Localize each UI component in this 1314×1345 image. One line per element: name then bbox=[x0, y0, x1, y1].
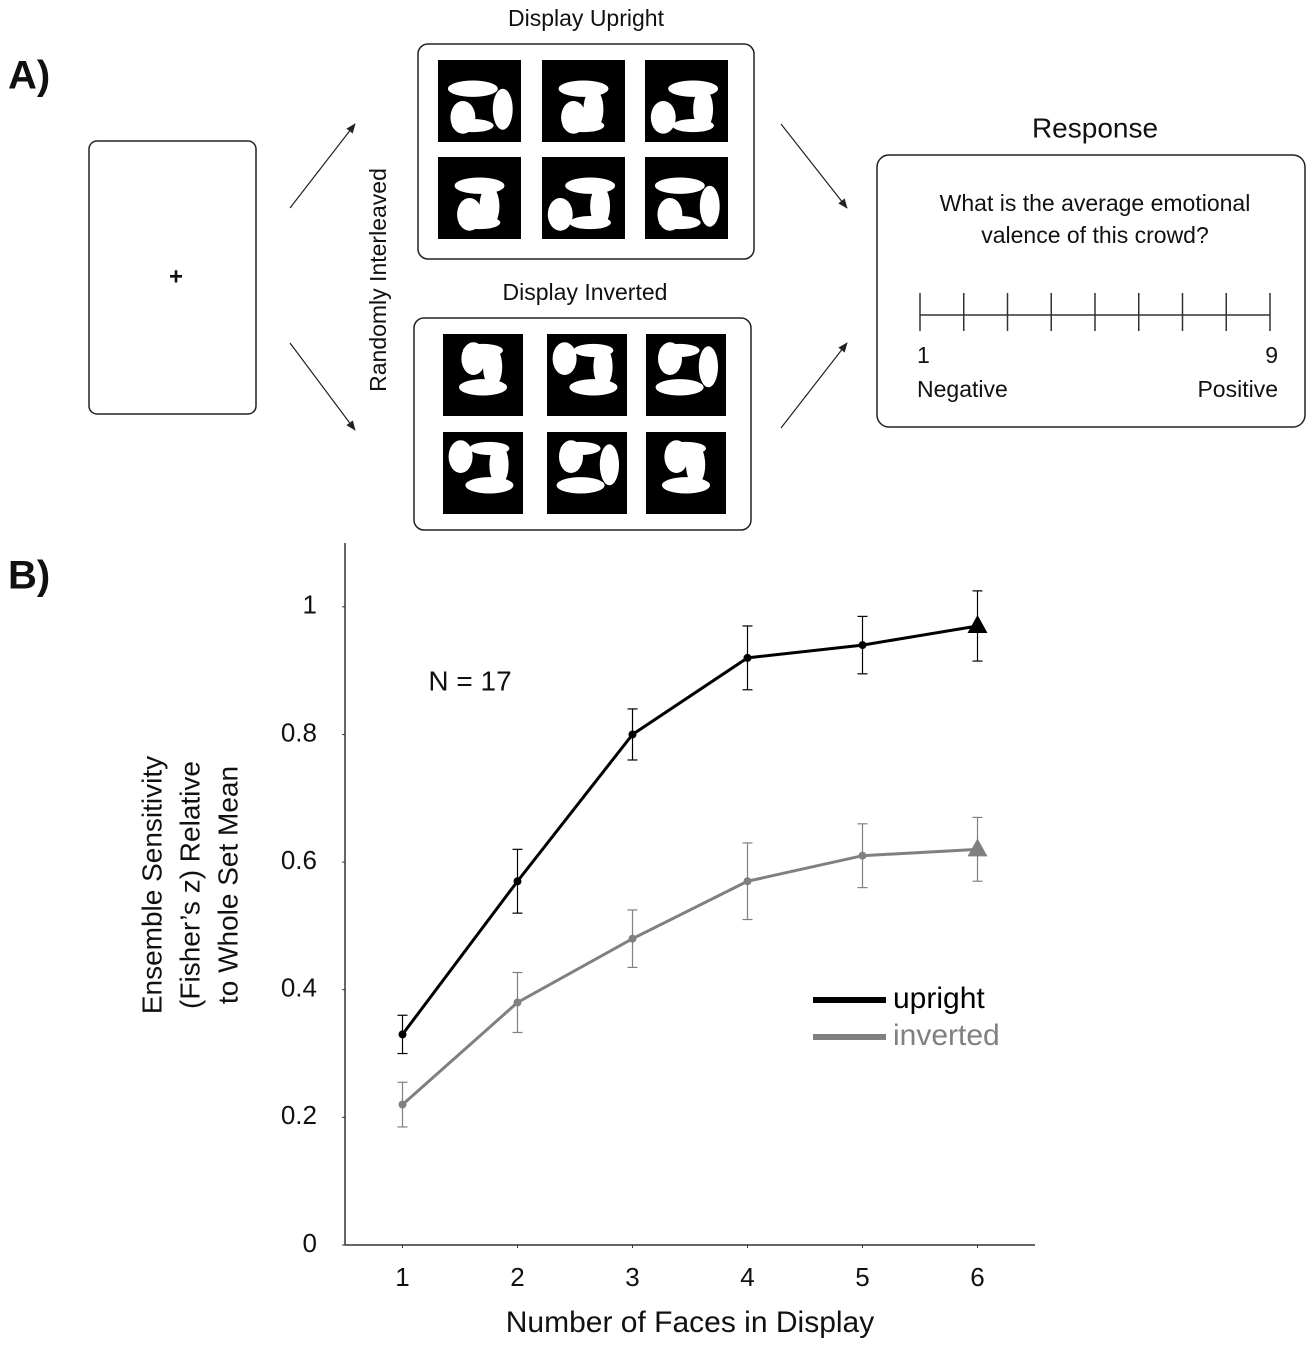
scale-min-label: Negative bbox=[917, 376, 1008, 402]
chart: N = 17 Number of Faces in Display Ensemb… bbox=[136, 543, 1035, 1339]
face-highlight bbox=[565, 178, 615, 194]
y-tick-label: 0.4 bbox=[281, 973, 317, 1003]
legend-label: inverted bbox=[893, 1019, 1000, 1052]
arrow bbox=[781, 124, 847, 208]
point bbox=[629, 730, 637, 738]
face-highlight bbox=[651, 101, 676, 134]
face-highlight bbox=[561, 442, 601, 455]
point bbox=[859, 852, 867, 860]
face-highlight bbox=[557, 477, 605, 493]
face-highlight bbox=[449, 440, 473, 473]
face-highlight bbox=[548, 198, 573, 231]
x-axis-title: Number of Faces in Display bbox=[506, 1306, 874, 1339]
scale-max: 9 bbox=[1265, 342, 1278, 368]
y-axis-title-line: Ensemble Sensitivity bbox=[136, 756, 167, 1014]
face-highlight bbox=[448, 81, 498, 97]
point bbox=[399, 1101, 407, 1109]
face-highlight bbox=[600, 444, 619, 485]
face-highlight bbox=[656, 379, 704, 395]
point bbox=[514, 998, 522, 1006]
point bbox=[399, 1030, 407, 1038]
face-highlight bbox=[465, 477, 513, 493]
fixation-cross: + bbox=[169, 263, 183, 290]
face-highlight bbox=[666, 442, 706, 455]
question: valence of this crowd? bbox=[981, 222, 1209, 248]
point bbox=[859, 641, 867, 649]
panel-label: B) bbox=[8, 554, 50, 598]
x-tick-label: 3 bbox=[625, 1262, 639, 1292]
face-highlight bbox=[573, 344, 613, 357]
face-highlight bbox=[459, 216, 501, 229]
x-tick-label: 6 bbox=[970, 1262, 984, 1292]
arrow bbox=[781, 343, 847, 428]
face-highlight bbox=[659, 216, 701, 229]
panel-a: A) + Randomly Interleaved Display Uprigh… bbox=[8, 5, 1305, 530]
face-highlight bbox=[469, 442, 509, 455]
y-tick-label: 0.8 bbox=[281, 717, 317, 747]
point bbox=[968, 615, 988, 633]
upright-title: Display Upright bbox=[508, 5, 665, 31]
panel-label: A) bbox=[8, 54, 50, 98]
y-axis-title-line: to Whole Set Mean bbox=[212, 766, 243, 1004]
face-highlight bbox=[668, 81, 718, 97]
face-highlight bbox=[699, 346, 718, 387]
series-line bbox=[403, 849, 978, 1104]
response-title: Response bbox=[1032, 112, 1158, 143]
y-axis-title-line: (Fisher’s z) Relative bbox=[174, 761, 205, 1009]
face-highlight bbox=[459, 379, 507, 395]
y-tick-label: 1 bbox=[303, 590, 317, 620]
question: What is the average emotional bbox=[940, 190, 1251, 216]
scale-min: 1 bbox=[917, 342, 930, 368]
face-highlight bbox=[660, 344, 700, 357]
x-tick-label: 2 bbox=[510, 1262, 524, 1292]
x-tick-label: 1 bbox=[395, 1262, 409, 1292]
face-highlight bbox=[553, 342, 577, 375]
face-highlight bbox=[655, 178, 705, 194]
arrow bbox=[290, 343, 355, 430]
y-tick-label: 0.6 bbox=[281, 845, 317, 875]
y-tick-label: 0.2 bbox=[281, 1100, 317, 1130]
arrow bbox=[290, 124, 355, 208]
face-highlight bbox=[700, 186, 720, 227]
inverted-title: Display Inverted bbox=[503, 279, 668, 305]
face-highlight bbox=[563, 119, 605, 132]
x-tick-label: 4 bbox=[740, 1262, 754, 1292]
face-highlight bbox=[463, 344, 503, 357]
point bbox=[629, 935, 637, 943]
face-highlight bbox=[662, 477, 710, 493]
y-axis-title: Ensemble Sensitivity (Fisher’s z) Relati… bbox=[136, 756, 243, 1014]
point bbox=[744, 877, 752, 885]
interleave-label: Randomly Interleaved bbox=[365, 168, 391, 392]
face-highlight bbox=[455, 178, 505, 194]
face-highlight bbox=[559, 81, 609, 97]
y-tick-label: 0 bbox=[303, 1228, 317, 1258]
face-highlight bbox=[452, 119, 494, 132]
face-highlight bbox=[569, 216, 611, 229]
annotation: N = 17 bbox=[428, 665, 511, 696]
x-tick-label: 5 bbox=[855, 1262, 869, 1292]
scale-max-label: Positive bbox=[1197, 376, 1278, 402]
face-highlight bbox=[493, 89, 513, 130]
legend-label: upright bbox=[893, 982, 985, 1015]
face-highlight bbox=[569, 379, 617, 395]
point bbox=[968, 838, 988, 856]
face-highlight bbox=[672, 119, 714, 132]
point bbox=[744, 654, 752, 662]
figure: A) + Randomly Interleaved Display Uprigh… bbox=[0, 0, 1314, 1345]
point bbox=[514, 877, 522, 885]
